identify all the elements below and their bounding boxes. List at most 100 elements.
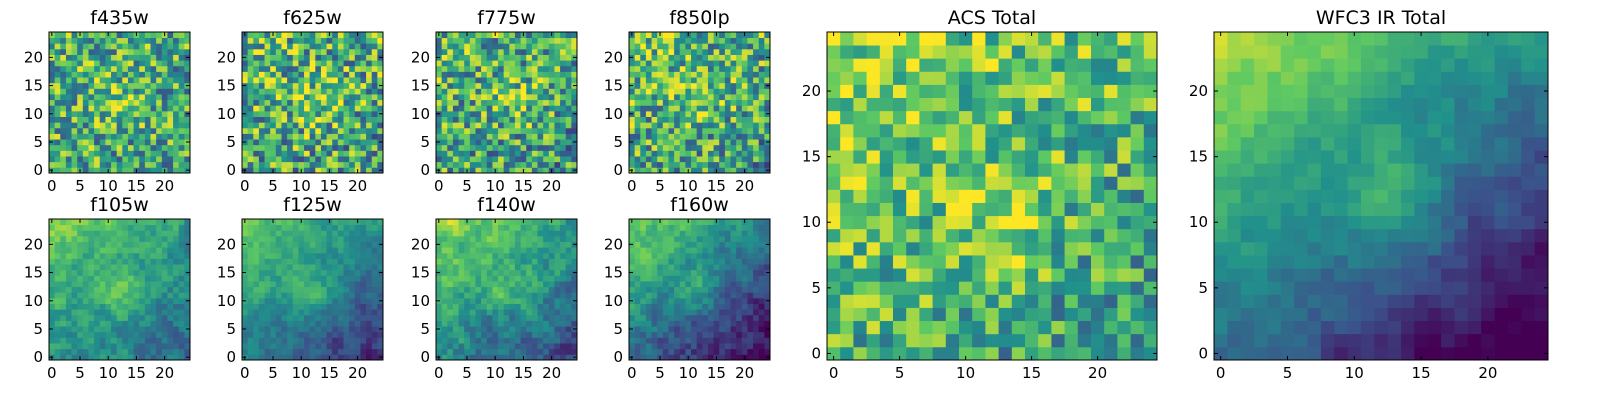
heatmap-cell [696, 110, 703, 117]
heatmap-cell [332, 275, 339, 282]
heatmap-cell [662, 331, 669, 338]
heatmap-cell [537, 127, 544, 134]
heatmap-cell [486, 156, 493, 163]
heatmap-cell [503, 331, 510, 338]
heatmap-cell [736, 99, 743, 106]
heatmap-cell [753, 343, 760, 350]
heatmap-cell [287, 252, 294, 259]
heatmap-cell [366, 320, 373, 327]
heatmap-cell [366, 54, 373, 61]
heatmap-cell [753, 161, 760, 168]
heatmap-cell [543, 133, 550, 140]
heatmap-cell [464, 297, 471, 304]
heatmap-cell [702, 65, 709, 72]
heatmap-cell [685, 275, 692, 282]
heatmap-cell [337, 224, 344, 231]
heatmap-cell [702, 99, 709, 106]
heatmap-cell [565, 48, 572, 55]
heatmap-cell [150, 297, 157, 304]
heatmap-cell [645, 275, 652, 282]
heatmap-cell [537, 286, 544, 293]
heatmap-cell [287, 71, 294, 78]
heatmap-cell [657, 297, 664, 304]
heatmap-cell [554, 54, 561, 61]
heatmap-cell [526, 105, 533, 112]
heatmap-cell [560, 331, 567, 338]
heatmap-cell [173, 230, 180, 237]
heatmap-cell [764, 122, 771, 129]
heatmap-cell [640, 82, 647, 89]
heatmap-cell [60, 110, 67, 117]
heatmap-cell [173, 110, 180, 117]
heatmap-cell [571, 37, 578, 44]
heatmap-cell [730, 105, 737, 112]
heatmap-cell [99, 326, 106, 333]
heatmap-cell [275, 127, 282, 134]
heatmap-cell [49, 348, 56, 355]
heatmap-cell [565, 71, 572, 78]
heatmap-cell [730, 144, 737, 151]
heatmap-cell [371, 139, 378, 146]
heatmap-cell [629, 156, 636, 163]
heatmap-cell [258, 258, 265, 265]
heatmap-cell [537, 161, 544, 168]
heatmap-cell [724, 314, 731, 321]
heatmap-cell [691, 343, 698, 350]
heatmap-cell [764, 156, 771, 163]
heatmap-cell [54, 275, 61, 282]
heatmap-cell [270, 241, 277, 248]
heatmap-cell [71, 110, 78, 117]
heatmap-cell [543, 281, 550, 288]
heatmap-cell [514, 320, 521, 327]
heatmap-cell [634, 161, 641, 168]
heatmap-cell [753, 94, 760, 101]
heatmap-cell [758, 150, 765, 157]
heatmap-cell [349, 258, 356, 265]
heatmap-cell [332, 320, 339, 327]
heatmap-cell [133, 99, 140, 106]
heatmap-cell [526, 167, 533, 174]
heatmap-cell [475, 54, 482, 61]
heatmap-cell [173, 309, 180, 316]
heatmap-cell [167, 77, 174, 84]
heatmap-cell [167, 150, 174, 157]
heatmap-cell [247, 337, 254, 344]
heatmap-cell [475, 60, 482, 67]
heatmap-cell [184, 309, 191, 316]
heatmap-cell [371, 326, 378, 333]
heatmap-cell [741, 133, 748, 140]
heatmap-cell [332, 258, 339, 265]
heatmap-cell [156, 77, 163, 84]
heatmap-cell [275, 71, 282, 78]
heatmap-cell [156, 144, 163, 151]
heatmap-cell [674, 150, 681, 157]
heatmap-cell [366, 303, 373, 310]
heatmap-cell [309, 82, 316, 89]
heatmap-cell [354, 105, 361, 112]
heatmap-cell [691, 348, 698, 355]
heatmap-cell [469, 77, 476, 84]
heatmap-cell [258, 326, 265, 333]
heatmap-cell [753, 150, 760, 157]
heatmap-cell [139, 320, 146, 327]
heatmap-cell [156, 247, 163, 254]
heatmap-cell [304, 82, 311, 89]
heatmap-cell [99, 331, 106, 338]
heatmap-cell [82, 303, 89, 310]
heatmap-cell [247, 37, 254, 44]
heatmap-cell [298, 343, 305, 350]
heatmap-cell [537, 94, 544, 101]
heatmap-cell [464, 286, 471, 293]
heatmap-cell [730, 37, 737, 44]
heatmap-cell [54, 65, 61, 72]
heatmap-cell [253, 348, 260, 355]
heatmap-cell [111, 99, 118, 106]
heatmap-cell [707, 275, 714, 282]
heatmap-cell [315, 275, 322, 282]
heatmap-cell [304, 241, 311, 248]
heatmap-cell [270, 331, 277, 338]
heatmap-cell [469, 94, 476, 101]
heatmap-cell [94, 94, 101, 101]
heatmap-cell [167, 167, 174, 174]
heatmap-cell [94, 264, 101, 271]
